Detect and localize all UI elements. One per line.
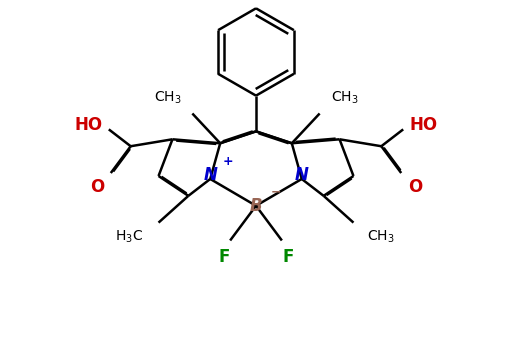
Text: N: N bbox=[203, 166, 217, 184]
Text: +: + bbox=[223, 154, 233, 168]
Text: N: N bbox=[295, 166, 309, 184]
Text: O: O bbox=[90, 178, 104, 196]
Text: CH$_3$: CH$_3$ bbox=[331, 90, 358, 106]
Text: B: B bbox=[250, 197, 262, 215]
Text: CH$_3$: CH$_3$ bbox=[368, 228, 395, 245]
Text: H$_3$C: H$_3$C bbox=[115, 228, 143, 245]
Text: F: F bbox=[282, 249, 293, 266]
Text: HO: HO bbox=[75, 117, 103, 134]
Text: −: − bbox=[271, 185, 281, 198]
Text: CH$_3$: CH$_3$ bbox=[154, 90, 181, 106]
Text: O: O bbox=[408, 178, 422, 196]
Text: HO: HO bbox=[409, 117, 437, 134]
Text: F: F bbox=[219, 249, 230, 266]
